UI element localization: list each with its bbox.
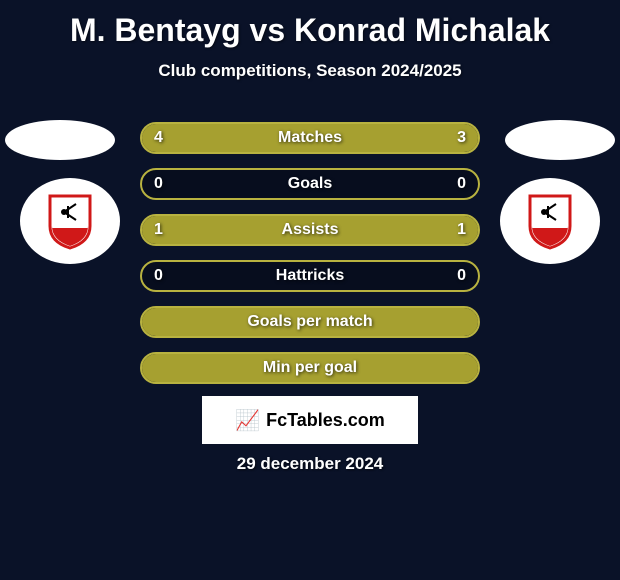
stat-value-left: 4 <box>154 129 163 147</box>
player2-name: Konrad Michalak <box>294 12 550 48</box>
stat-value-right: 3 <box>457 129 466 147</box>
shield-icon <box>46 192 94 250</box>
stat-bar: 0 0 Hattricks <box>140 260 480 292</box>
stat-value-right: 0 <box>457 267 466 285</box>
vs-label: vs <box>250 12 286 48</box>
player1-avatar-placeholder <box>5 120 115 160</box>
chart-icon: 📈 <box>235 408 260 433</box>
stat-label: Min per goal <box>263 359 357 377</box>
stats-bars-container: 4 3 Matches 0 0 Goals 1 1 Assists 0 0 Hattricks Goal… <box>140 122 480 398</box>
stat-bar: Goals per match <box>140 306 480 338</box>
player1-club-badge <box>20 178 120 264</box>
stat-value-right: 1 <box>457 221 466 239</box>
watermark-text: FcTables.com <box>266 410 385 431</box>
watermark: 📈 FcTables.com <box>202 396 418 444</box>
snapshot-date: 29 december 2024 <box>237 454 384 474</box>
comparison-title: M. Bentayg vs Konrad Michalak <box>0 0 620 49</box>
stat-value-right: 0 <box>457 175 466 193</box>
stat-label: Goals per match <box>247 313 372 331</box>
player2-avatar-placeholder <box>505 120 615 160</box>
stat-bar: 4 3 Matches <box>140 122 480 154</box>
stat-value-left: 1 <box>154 221 163 239</box>
stat-label: Hattricks <box>276 267 344 285</box>
player1-name: M. Bentayg <box>70 12 241 48</box>
stat-value-left: 0 <box>154 175 163 193</box>
subtitle: Club competitions, Season 2024/2025 <box>0 61 620 81</box>
stat-value-left: 0 <box>154 267 163 285</box>
stat-bar: 1 1 Assists <box>140 214 480 246</box>
stat-label: Assists <box>282 221 339 239</box>
player2-club-badge <box>500 178 600 264</box>
stat-label: Goals <box>288 175 332 193</box>
shield-icon <box>526 192 574 250</box>
stat-label: Matches <box>278 129 342 147</box>
stat-bar: 0 0 Goals <box>140 168 480 200</box>
stat-bar: Min per goal <box>140 352 480 384</box>
